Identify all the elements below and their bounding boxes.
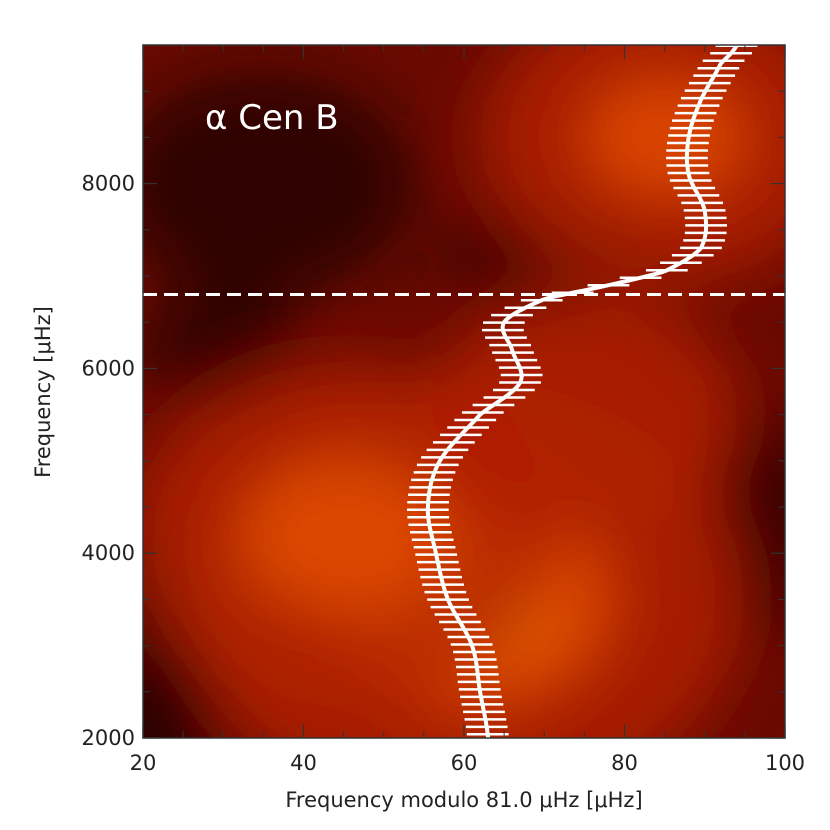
y-tick-label: 2000: [82, 726, 135, 750]
x-tick-label: 80: [611, 751, 638, 775]
y-tick-label: 4000: [82, 541, 135, 565]
ridge-group: [406, 45, 758, 738]
hotspot-outer: [430, 290, 739, 539]
ridge-line: [425, 45, 739, 738]
x-tick-label: 20: [130, 751, 157, 775]
x-tick-label: 40: [290, 751, 317, 775]
hotspot-mid: [582, 76, 748, 198]
y-tick-label: 8000: [82, 172, 135, 196]
ridge-clip: [406, 45, 758, 738]
x-tick-label: 60: [451, 751, 478, 775]
hotspot-mid: [238, 457, 449, 612]
y-axis-label: Frequency [μHz]: [31, 306, 55, 478]
x-axis-label: Frequency modulo 81.0 μHz [μHz]: [285, 788, 642, 812]
dark-region: [143, 73, 414, 294]
y-tick-label: 6000: [82, 356, 135, 380]
x-tick-label: 100: [765, 751, 805, 775]
axes-group: 20 40 60 80 100 2000 4000 6000 8000: [82, 44, 805, 775]
annotation-label: α Cen B: [205, 98, 339, 138]
